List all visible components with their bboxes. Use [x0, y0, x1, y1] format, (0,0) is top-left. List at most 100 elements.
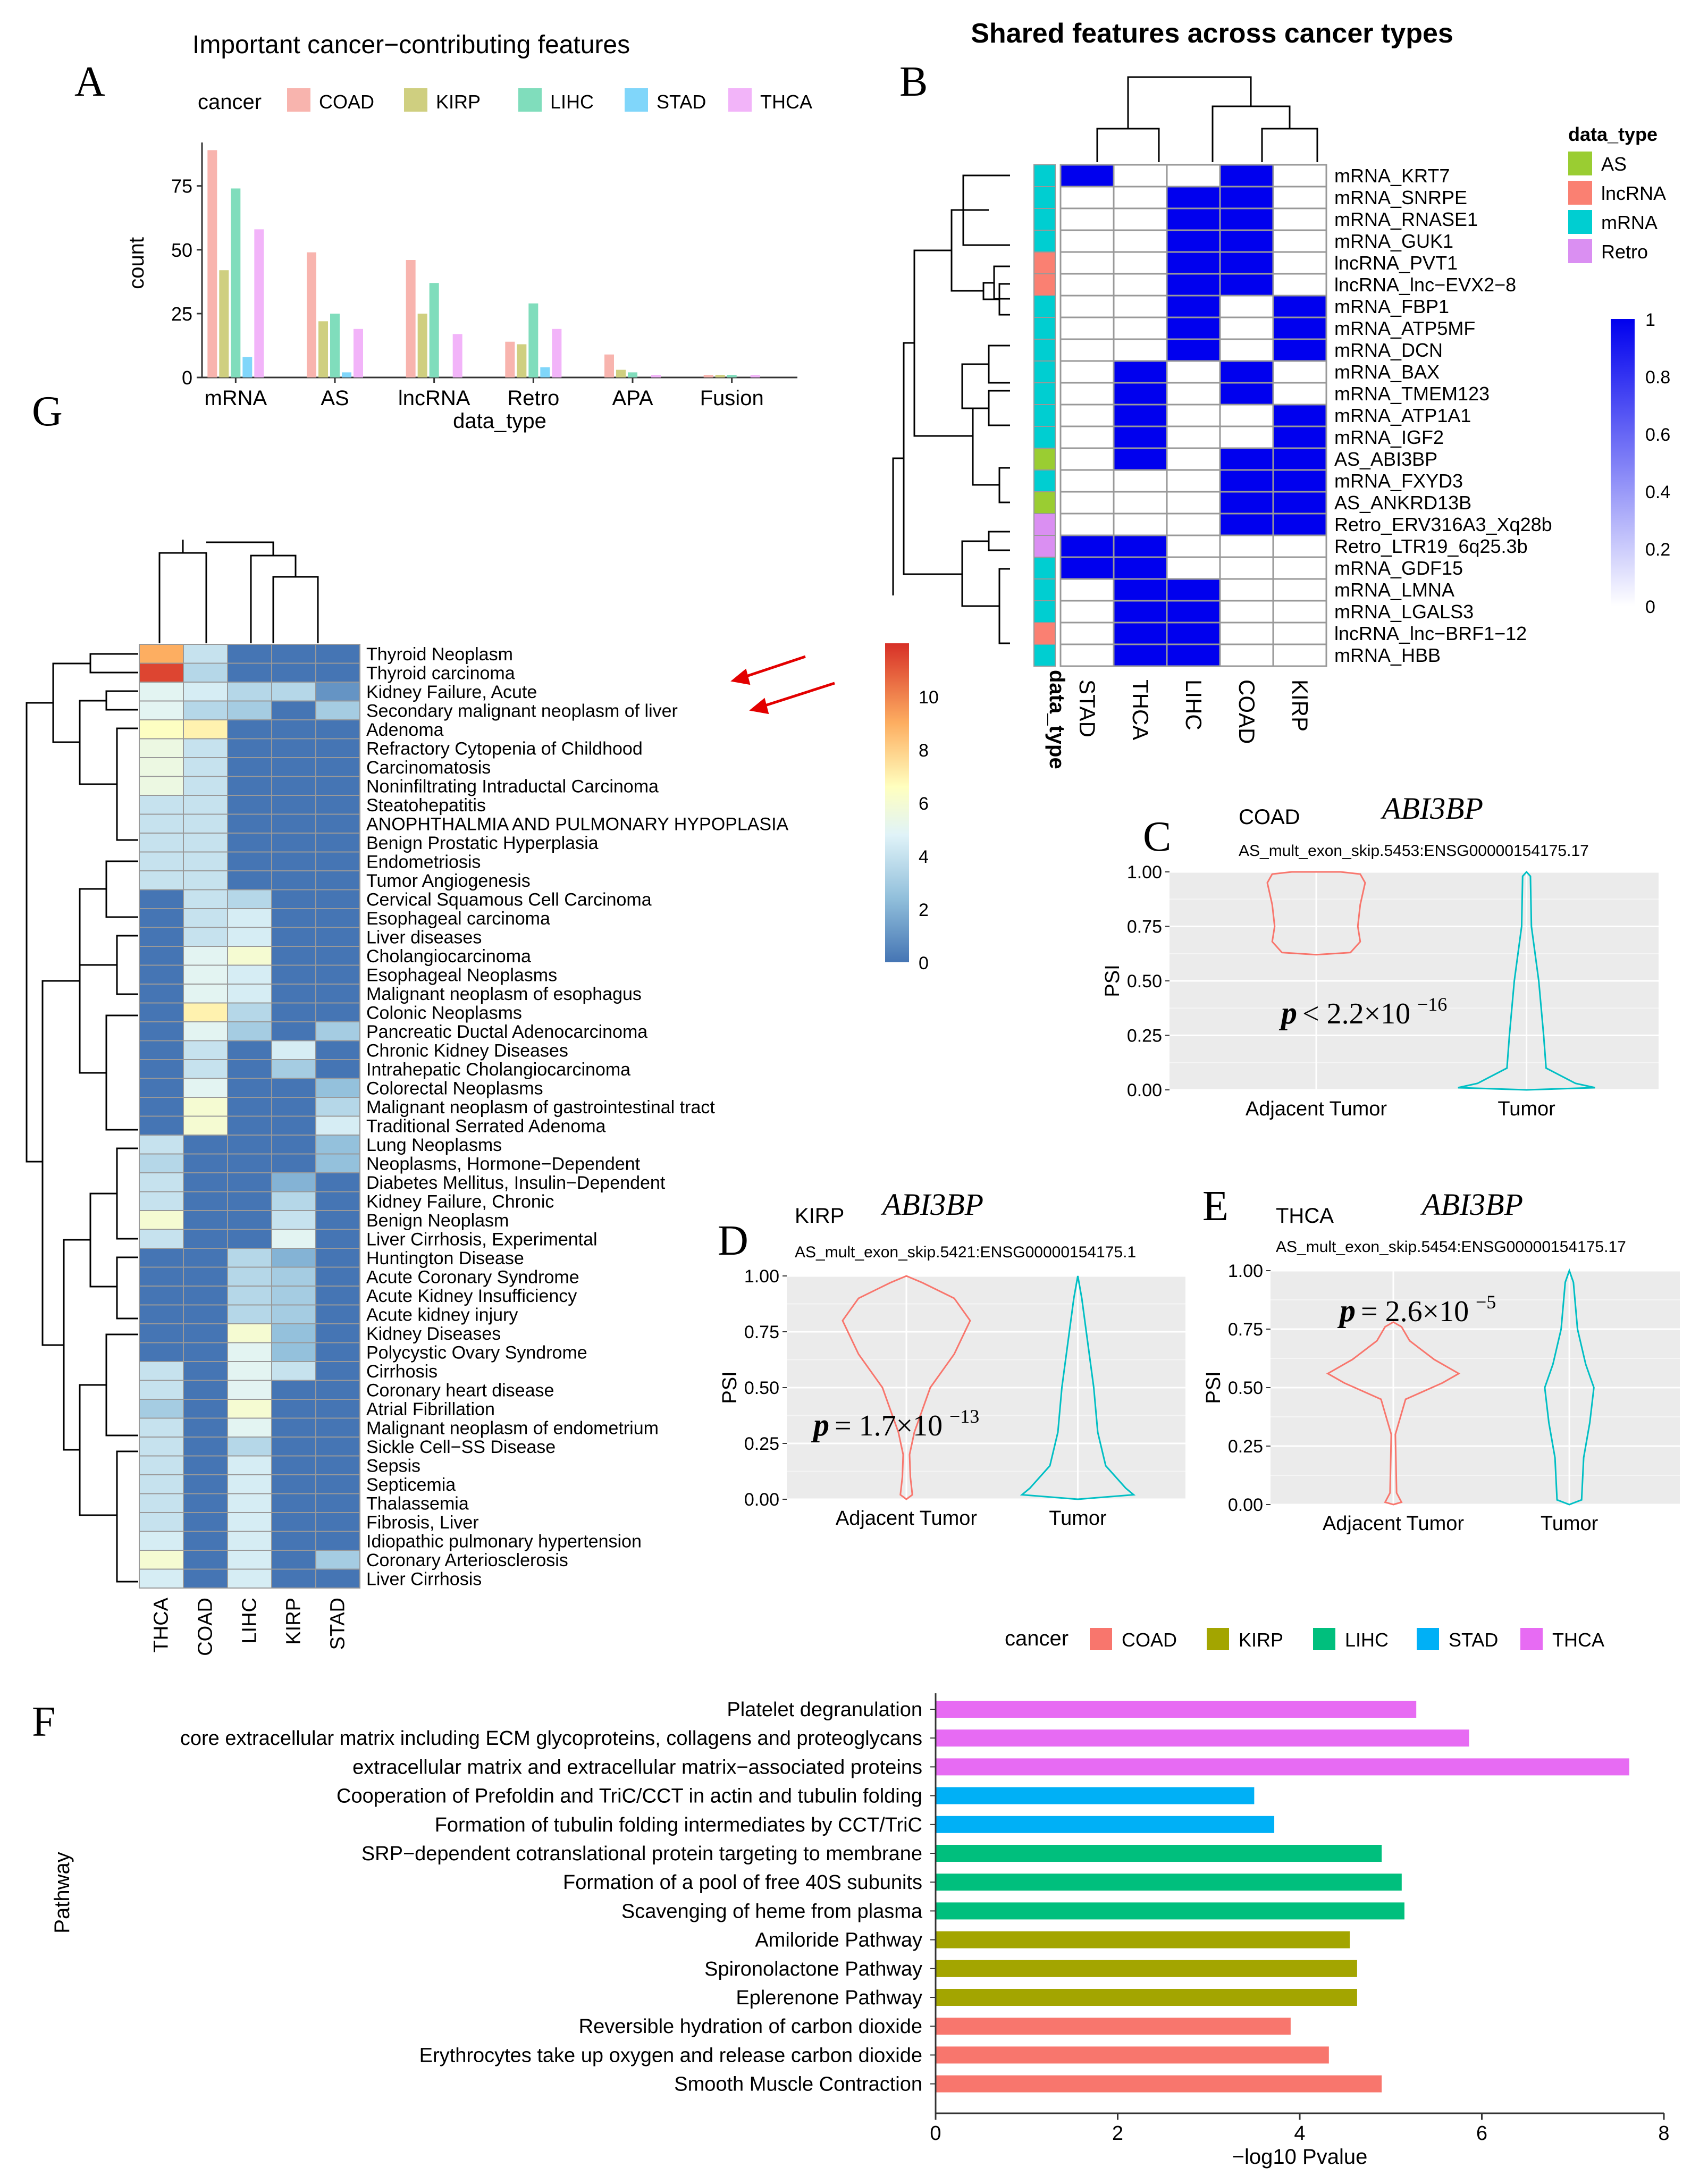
x-tick-label-adjacent-tumor: Adjacent Tumor [836, 1507, 977, 1530]
cell-17-thca [139, 964, 184, 985]
row-label: Sickle Cell−SS Disease [366, 1437, 556, 1457]
cell-35-thca [139, 1304, 184, 1324]
cell-20-thca [1113, 600, 1168, 624]
cell-49-stad [315, 1568, 360, 1589]
row-label: Thalassemia [366, 1494, 469, 1514]
y-tick-label: 0.75 [1127, 917, 1162, 937]
cell-21-stad [1059, 621, 1115, 645]
row-label: Retro_LTR19_6q25.3b [1334, 535, 1528, 557]
cell-48-kirp [271, 1550, 316, 1570]
cell-15-lihc [1166, 491, 1221, 515]
cell-1-stad [1059, 186, 1115, 209]
cell-10-coad [183, 833, 228, 853]
p-value: = 1.7×10 [835, 1409, 943, 1442]
cell-30-kirp [271, 1210, 316, 1230]
cell-15-kirp [1272, 491, 1327, 515]
cell-22-lihc [227, 1059, 272, 1079]
cell-32-stad [315, 1248, 360, 1268]
cell-44-stad [315, 1474, 360, 1494]
annotation-cell-retro [1033, 535, 1056, 558]
cell-7-lihc [227, 776, 272, 796]
cell-12-kirp [271, 870, 316, 891]
cell-27-coad [183, 1153, 228, 1173]
y-tick-label: 25 [171, 303, 192, 325]
row-label: AS_ANKRD13B [1334, 492, 1471, 514]
gene-label: ABI3BP [1420, 1187, 1523, 1222]
cell-1-coad [183, 662, 228, 683]
y-tick-label: 0.25 [744, 1434, 779, 1454]
cell-23-lihc [227, 1078, 272, 1098]
cell-49-coad [183, 1568, 228, 1589]
legend-label-as: AS [1601, 153, 1627, 175]
cell-6-kirp [271, 757, 316, 777]
cell-33-kirp [271, 1266, 316, 1287]
pathway-label: Erythrocytes take up oxygen and release … [419, 2044, 922, 2067]
cell-29-stad [315, 1191, 360, 1211]
bar-apa-coad [604, 354, 614, 377]
cell-16-kirp [271, 946, 316, 966]
cell-16-thca [1113, 513, 1168, 536]
panel-a-y-ticks: 0 25 50 75 [171, 175, 202, 389]
column-label-stad: STAD [1075, 679, 1100, 737]
cell-16-lihc [1166, 513, 1221, 536]
x-tick-label: 0 [930, 2122, 941, 2145]
annotation-cell-mrna [1033, 164, 1056, 187]
cell-2-kirp [271, 682, 316, 702]
cell-34-stad [315, 1286, 360, 1306]
row-label: mRNA_FXYD3 [1334, 470, 1463, 492]
annotation-cell-as [1033, 491, 1056, 514]
cell-7-stad [315, 776, 360, 796]
annotation-cell-as [1033, 448, 1056, 471]
row-label: mRNA_HBB [1334, 644, 1441, 666]
cell-29-lihc [227, 1191, 272, 1211]
gene-label: ABI3BP [880, 1187, 983, 1222]
cell-17-coad [183, 964, 228, 985]
panel-f-legend-title: cancer [1005, 1627, 1069, 1650]
bar-as-lihc [330, 313, 340, 377]
legend-swatch-thca [1520, 1628, 1543, 1650]
cell-47-coad [183, 1531, 228, 1551]
row-label: mRNA_FBP1 [1334, 296, 1449, 317]
cell-16-coad [1219, 513, 1274, 536]
panel-b-cells [1059, 164, 1327, 667]
cell-9-lihc [227, 813, 272, 834]
cell-9-kirp [271, 813, 316, 834]
x-tick-label-as: AS [321, 387, 349, 410]
cell-26-kirp [271, 1135, 316, 1155]
cell-19-coad [183, 1002, 228, 1022]
panel-a-x-ticks: mRNA AS lncRNA Retro APA Fusion [204, 377, 764, 410]
panel-g-arrows [730, 655, 835, 715]
cell-26-thca [139, 1135, 184, 1155]
cell-11-stad [315, 851, 360, 871]
cell-7-thca [1113, 316, 1168, 340]
panel-a-bar-chart: Important cancer−contributing features c… [125, 31, 812, 433]
cell-4-stad [315, 719, 360, 740]
row-label: Intrahepatic Cholangiocarcinoma [366, 1060, 630, 1080]
cell-9-stad [315, 813, 360, 834]
cell-20-coad [183, 1021, 228, 1041]
annotation-cell-mrna [1033, 600, 1056, 623]
legend-swatch-thca [728, 88, 752, 112]
cell-27-thca [139, 1153, 184, 1173]
cell-40-kirp [271, 1399, 316, 1419]
cell-31-kirp [271, 1229, 316, 1249]
cell-20-kirp [1272, 600, 1327, 624]
cell-38-stad [315, 1361, 360, 1381]
row-label: Acute kidney injury [366, 1305, 518, 1325]
cell-13-coad [1219, 447, 1274, 471]
panel-a-legend: COAD KIRP LIHC STAD THCA [287, 88, 812, 113]
cell-17-lihc [227, 964, 272, 985]
cell-12-thca [1113, 425, 1168, 449]
row-label: mRNA_LGALS3 [1334, 601, 1474, 623]
cell-11-lihc [227, 851, 272, 871]
panel-f-category-labels: Platelet degranulation core extracellular… [180, 1699, 936, 2096]
row-label: Esophageal Neoplasms [366, 965, 557, 986]
annotation-cell-mrna [1033, 339, 1056, 362]
p-value: < 2.2×10 [1302, 997, 1410, 1030]
cell-7-coad [183, 776, 228, 796]
cell-2-kirp [1272, 207, 1327, 231]
cell-3-thca [139, 700, 184, 720]
cell-4-thca [1113, 251, 1168, 275]
pathway-label: Reversible hydration of carbon dioxide [579, 2015, 922, 2038]
